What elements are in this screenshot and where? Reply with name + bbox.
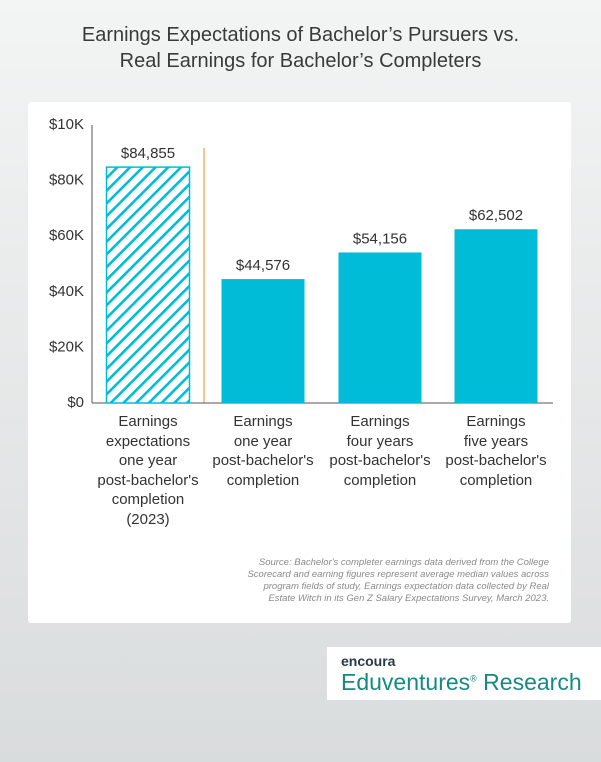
bar: [338, 252, 422, 403]
logo: encoura Eduventures® Research: [327, 647, 601, 700]
brand-main: Eduventures: [341, 669, 471, 695]
y-tick-label: $0: [67, 394, 84, 411]
x-tick-label: Earnings four years post-bachelor's comp…: [329, 413, 431, 489]
bar: [221, 279, 305, 403]
chart: $0 $20K $40K $60K $80K $10K $84,855 $44,576 $54,…: [49, 116, 553, 411]
brand-name: Eduventures® Research: [341, 669, 582, 696]
x-tick-label: Earnings expectations one year post-bach…: [97, 413, 199, 528]
value-label: $54,156: [353, 230, 407, 247]
y-tick-label: $40K: [49, 283, 84, 300]
brand: encoura: [341, 653, 396, 669]
y-tick-label: $80K: [49, 172, 84, 189]
bar: [105, 166, 191, 404]
value-label: $62,502: [469, 207, 523, 224]
x-tick-label: Earnings five years post-bachelor's comp…: [445, 413, 547, 489]
source-note: Source: Bachelor's completer earnings da…: [247, 557, 549, 604]
value-label: $44,576: [236, 257, 290, 274]
bar: [454, 229, 538, 403]
y-tick-label: $10K: [49, 116, 84, 133]
chart-title: Earnings Expectations of Bachelor’s Purs…: [81, 24, 520, 72]
registered: ®: [470, 673, 477, 684]
y-tick-label: $60K: [49, 227, 84, 244]
value-label: $84,855: [121, 145, 175, 162]
chart-card: $0 $20K $40K $60K $80K $10K $84,855 $44,576 $54,…: [28, 102, 571, 623]
x-tick-label: Earnings one year post-bachelor's comple…: [212, 413, 314, 489]
brand-suffix: Research: [483, 669, 582, 695]
y-tick-label: $20K: [49, 338, 84, 355]
